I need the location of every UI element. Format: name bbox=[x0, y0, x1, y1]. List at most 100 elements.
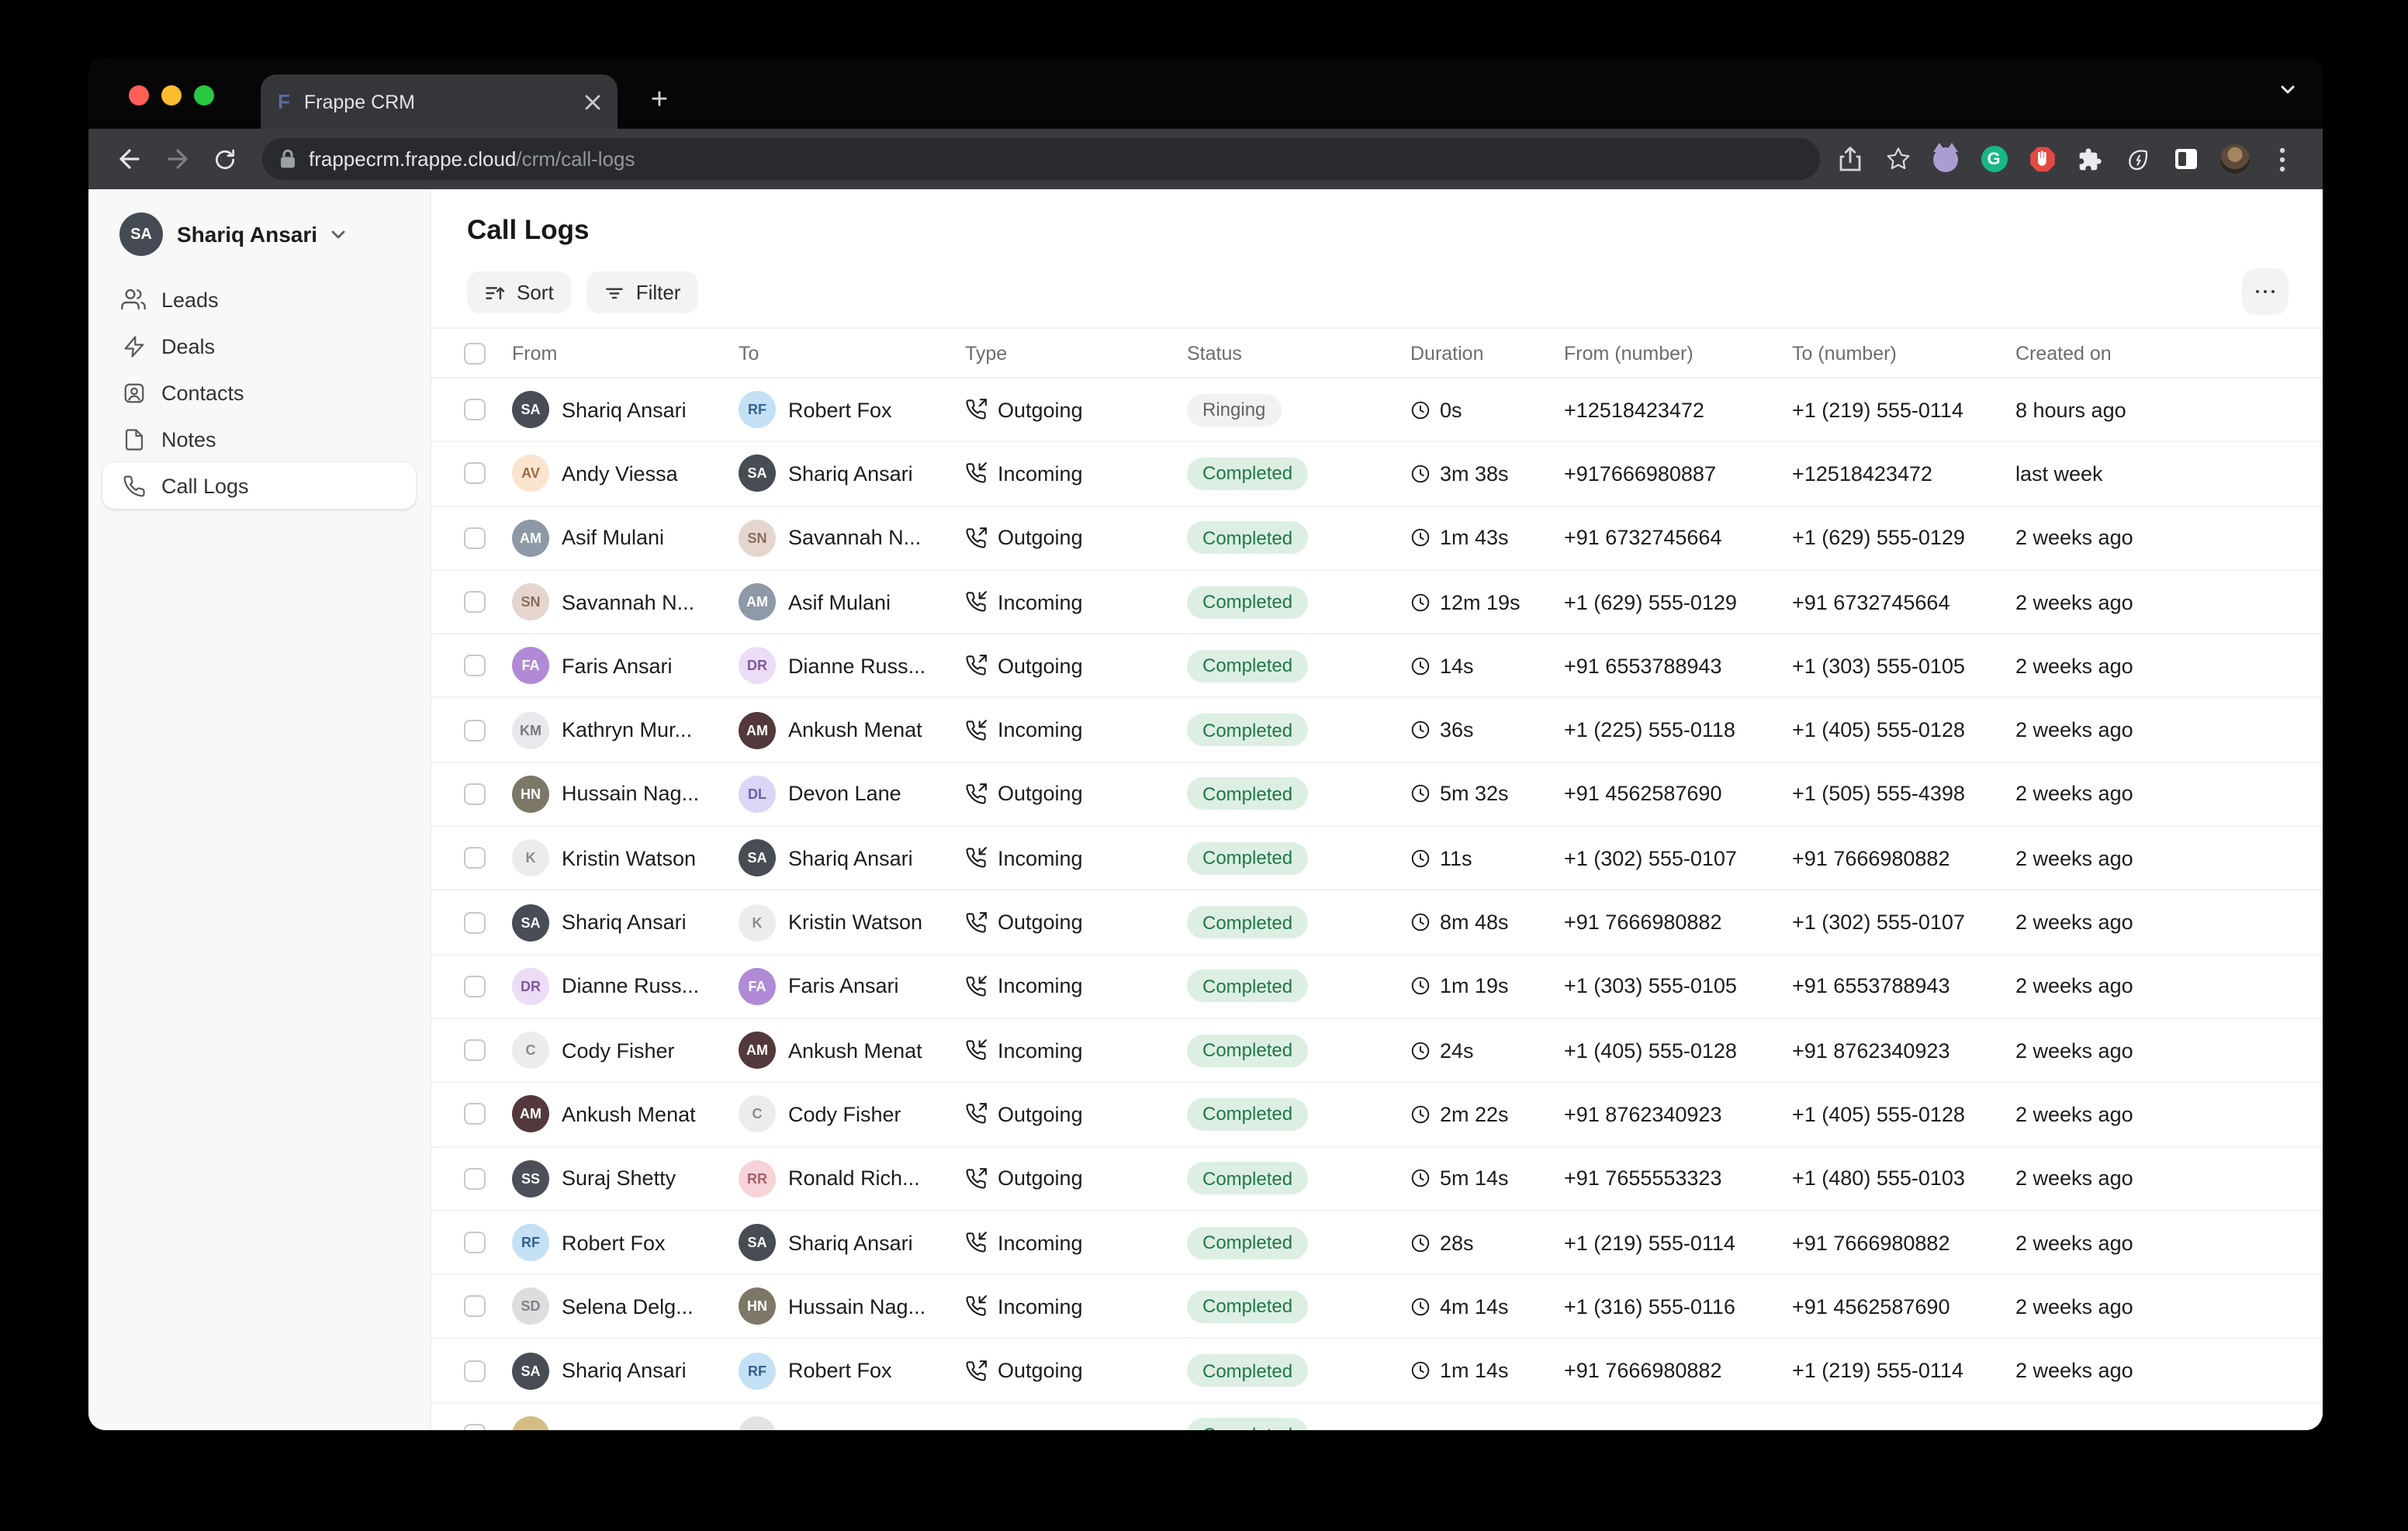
table-row[interactable]: RF Robert Fox SA Shariq Ansari Incoming Compl… bbox=[431, 1211, 2323, 1276]
type-cell: Incoming bbox=[965, 590, 1187, 613]
clock-icon bbox=[1410, 720, 1431, 740]
duration-value: 8m 48s bbox=[1440, 911, 1509, 935]
row-checkbox[interactable] bbox=[464, 527, 486, 549]
row-checkbox[interactable] bbox=[464, 1232, 486, 1253]
row-checkbox[interactable] bbox=[464, 1423, 486, 1430]
lock-icon[interactable] bbox=[279, 149, 296, 169]
to-avatar: HN bbox=[739, 1287, 776, 1325]
row-checkbox[interactable] bbox=[464, 847, 486, 869]
to-name: Ankush Menat bbox=[788, 1039, 922, 1063]
from-name: Selena Delg... bbox=[562, 1294, 694, 1318]
extensions-puzzle-icon[interactable] bbox=[2070, 140, 2110, 178]
adblock-extension-icon[interactable] bbox=[2022, 140, 2062, 178]
row-checkbox[interactable] bbox=[464, 462, 486, 485]
row-checkbox[interactable] bbox=[464, 783, 486, 805]
row-checkbox[interactable] bbox=[464, 1295, 486, 1318]
table-row[interactable]: AM Asif Mulani SN Savannah N... Outgoing Comp… bbox=[431, 506, 2323, 571]
octocat-extension-icon[interactable] bbox=[1925, 140, 1966, 178]
user-menu[interactable]: SA Shariq Ansari bbox=[119, 213, 408, 256]
type-cell: Outgoing bbox=[965, 655, 1187, 678]
row-checkbox[interactable] bbox=[464, 1103, 486, 1125]
table-row-partial[interactable]: Completed bbox=[431, 1404, 2323, 1430]
column-header-type[interactable]: Type bbox=[965, 342, 1008, 364]
sidebar-frame-icon[interactable] bbox=[2166, 140, 2206, 178]
table-row[interactable]: SS Suraj Shetty RR Ronald Rich... Outgoing Co… bbox=[431, 1147, 2323, 1211]
table-row[interactable]: DR Dianne Russ... FA Faris Ansari Incoming Co… bbox=[431, 955, 2323, 1019]
reload-icon[interactable] bbox=[205, 139, 245, 179]
table-row[interactable]: C Cody Fisher AM Ankush Menat Incoming Comple… bbox=[431, 1019, 2323, 1083]
column-header-from-number[interactable]: From (number) bbox=[1564, 342, 1694, 364]
profile-avatar[interactable] bbox=[2214, 140, 2254, 178]
sort-button[interactable]: Sort bbox=[467, 271, 571, 313]
type-cell: Outgoing bbox=[965, 1359, 1187, 1382]
from-name: Robert Fox bbox=[562, 1231, 666, 1254]
row-checkbox[interactable] bbox=[464, 1360, 486, 1382]
column-header-from[interactable]: From bbox=[512, 342, 558, 364]
table-row[interactable]: FA Faris Ansari DR Dianne Russ... Outgoing Co… bbox=[431, 634, 2323, 699]
column-header-to[interactable]: To bbox=[739, 342, 759, 364]
from-number-cell: +1 (302) 555-0107 bbox=[1564, 846, 1737, 870]
grammarly-extension-icon[interactable]: G bbox=[1974, 140, 2014, 178]
table-row[interactable]: SN Savannah N... AM Asif Mulani Incoming Comp… bbox=[431, 571, 2323, 635]
to-avatar: RF bbox=[739, 391, 776, 429]
sidebar-item-call-logs[interactable]: Call Logs bbox=[102, 462, 416, 509]
type-cell: Incoming bbox=[965, 718, 1187, 741]
menu-dots-icon[interactable] bbox=[2262, 140, 2302, 178]
share-icon[interactable] bbox=[1829, 140, 1870, 178]
status-badge: Completed bbox=[1187, 649, 1309, 683]
checkbox-cell bbox=[464, 1167, 512, 1190]
to-cell: K Kristin Watson bbox=[739, 904, 965, 942]
duration-cell: 1m 19s bbox=[1410, 975, 1564, 998]
close-window-button[interactable] bbox=[129, 85, 149, 105]
to-name: Ronald Rich... bbox=[788, 1166, 920, 1191]
new-tab-button[interactable]: + bbox=[650, 84, 669, 116]
row-checkbox[interactable] bbox=[464, 591, 486, 613]
zoom-window-button[interactable] bbox=[194, 85, 214, 105]
row-checkbox[interactable] bbox=[464, 719, 486, 741]
sidebar-item-contacts[interactable]: Contacts bbox=[102, 369, 416, 416]
column-header-created-on[interactable]: Created on bbox=[2015, 342, 2112, 364]
url-bar[interactable]: frappecrm.frappe.cloud/crm/call-logs bbox=[262, 138, 1820, 180]
filter-button[interactable]: Filter bbox=[586, 271, 698, 313]
row-checkbox[interactable] bbox=[464, 399, 486, 421]
sidebar-item-notes[interactable]: Notes bbox=[102, 416, 416, 462]
table-row[interactable]: HN Hussain Nag... DL Devon Lane Outgoing Comp… bbox=[431, 763, 2323, 828]
column-header-duration[interactable]: Duration bbox=[1410, 342, 1484, 364]
table-row[interactable]: AV Andy Viessa SA Shariq Ansari Incoming Comp… bbox=[431, 443, 2323, 507]
table-row[interactable]: KM Kathryn Mur... AM Ankush Menat Incoming Co… bbox=[431, 699, 2323, 763]
duration-value: 3m 38s bbox=[1440, 461, 1509, 486]
browser-tab[interactable]: F Frappe CRM bbox=[261, 74, 618, 129]
sidebar-item-deals[interactable]: Deals bbox=[102, 323, 416, 369]
status-badge: Completed bbox=[1187, 842, 1309, 875]
row-checkbox[interactable] bbox=[464, 1167, 486, 1190]
more-options-button[interactable] bbox=[2242, 268, 2289, 315]
to-name: Kristin Watson bbox=[788, 911, 923, 935]
status-cell: Completed bbox=[1187, 457, 1410, 490]
sidebar-nav: Leads Deals Contacts bbox=[88, 276, 430, 509]
row-checkbox[interactable] bbox=[464, 1039, 486, 1062]
from-number-cell: +1 (303) 555-0105 bbox=[1564, 974, 1737, 998]
table-row[interactable]: SD Selena Delg... HN Hussain Nag... Incoming… bbox=[431, 1275, 2323, 1339]
tab-strip-chevron-down-icon[interactable] bbox=[2278, 79, 2298, 107]
tab-close-icon[interactable] bbox=[585, 94, 600, 109]
back-icon[interactable] bbox=[109, 139, 149, 179]
phone-incoming-icon bbox=[965, 847, 987, 869]
minimize-window-button[interactable] bbox=[161, 85, 182, 105]
sidebar-item-leads[interactable]: Leads bbox=[102, 276, 416, 323]
column-header-status[interactable]: Status bbox=[1187, 342, 1242, 364]
column-header-to-number[interactable]: To (number) bbox=[1792, 342, 1897, 364]
energy-leaf-icon[interactable] bbox=[2118, 140, 2158, 178]
select-all-checkbox[interactable] bbox=[464, 342, 486, 364]
from-cell: SS Suraj Shetty bbox=[512, 1159, 739, 1197]
table-row[interactable]: AM Ankush Menat C Cody Fisher Outgoing Comple… bbox=[431, 1083, 2323, 1148]
table-row[interactable]: SA Shariq Ansari RF Robert Fox Outgoing Compl… bbox=[431, 1339, 2323, 1404]
row-checkbox[interactable] bbox=[464, 911, 486, 934]
table-row[interactable]: SA Shariq Ansari K Kristin Watson Outgoing Co… bbox=[431, 891, 2323, 956]
duration-cell: 1m 43s bbox=[1410, 526, 1564, 549]
row-checkbox[interactable] bbox=[464, 975, 486, 997]
row-checkbox[interactable] bbox=[464, 655, 486, 677]
table-row[interactable]: K Kristin Watson SA Shariq Ansari Incoming Co… bbox=[431, 827, 2323, 891]
forward-icon[interactable] bbox=[157, 139, 197, 179]
table-row[interactable]: SA Shariq Ansari RF Robert Fox Outgoing Ringi… bbox=[431, 378, 2323, 443]
bookmark-star-icon[interactable] bbox=[1877, 140, 1918, 178]
